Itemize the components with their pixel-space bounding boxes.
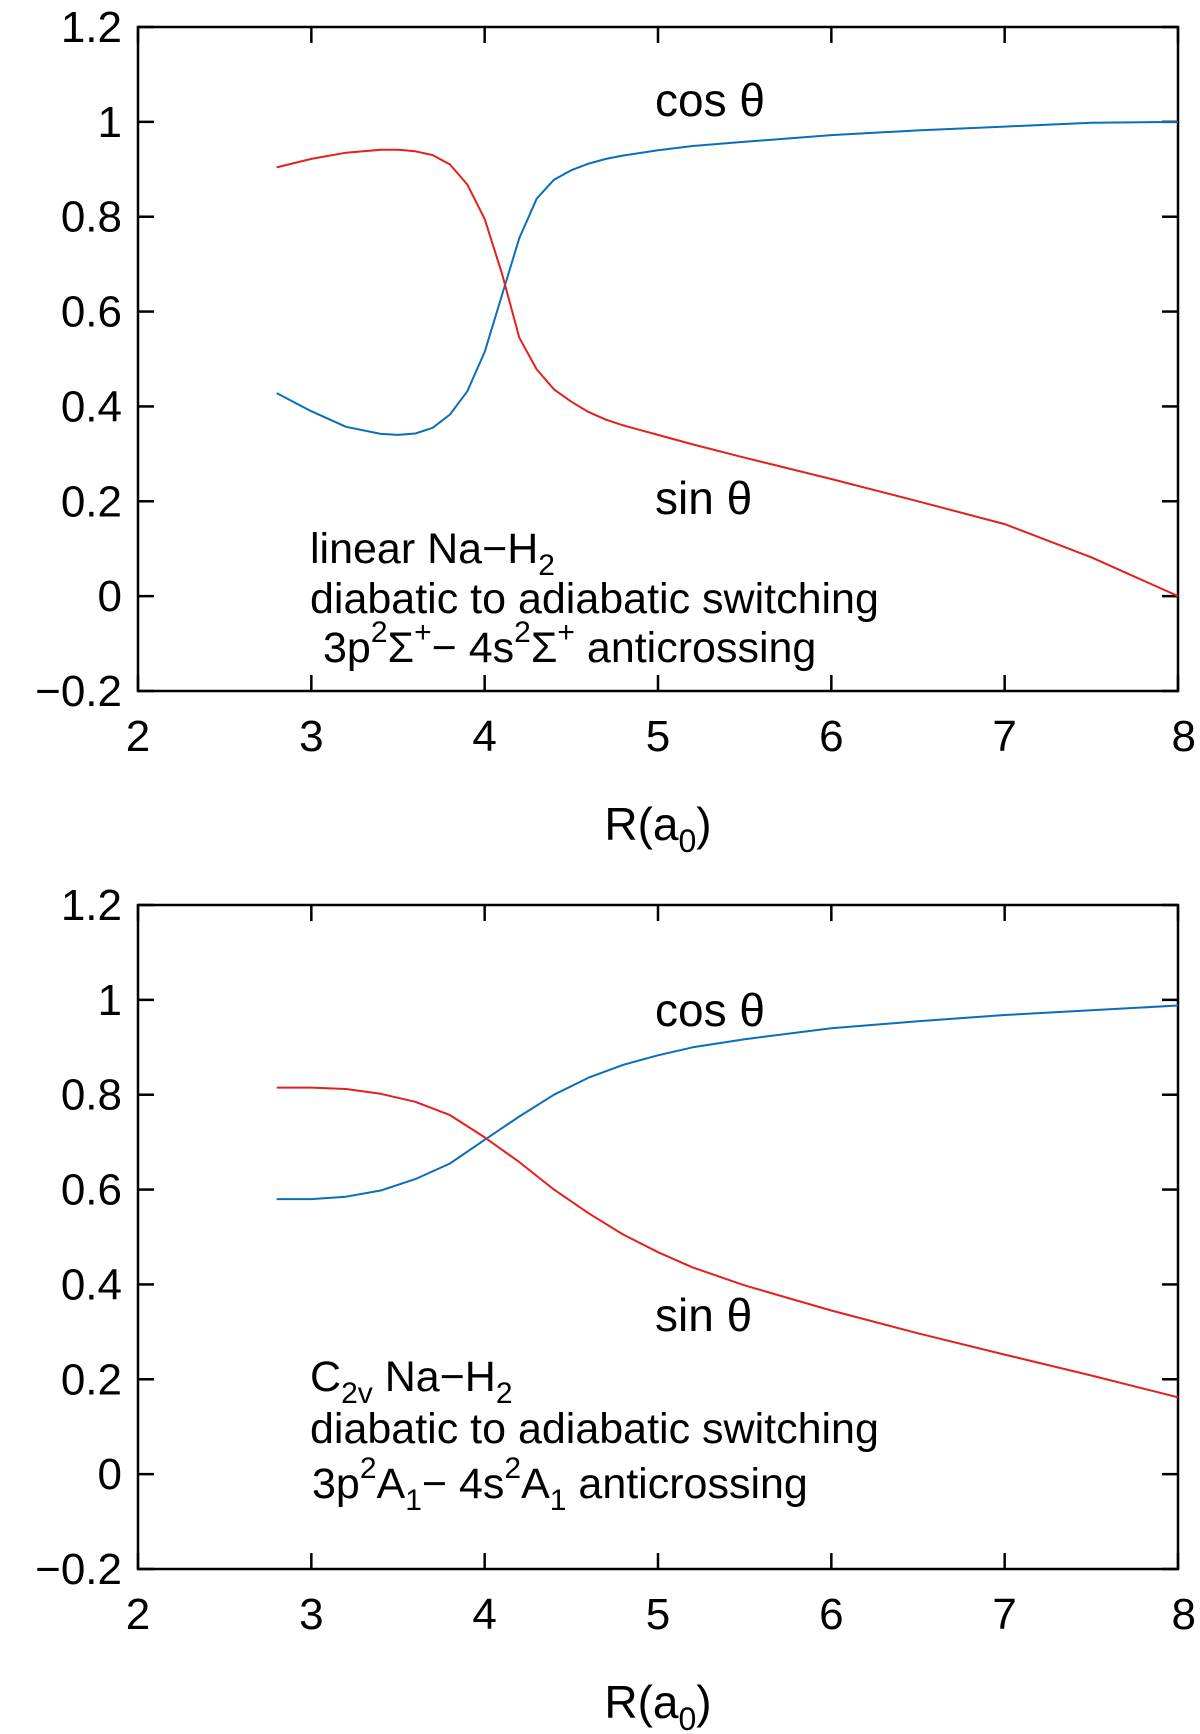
x-tick-label: 6 <box>819 1590 843 1639</box>
annotation-line-1: linear Na−H2 <box>310 525 555 582</box>
top-chart: −0.2 0 0.2 0.4 0.6 0.8 1 1.2 2 3 4 5 6 7 8 cos θ sin … <box>35 3 1196 859</box>
cos-theta-line <box>276 120 1179 436</box>
annotation-line-1: C2v Na−H2 <box>310 1353 513 1410</box>
cos-theta-line <box>276 1004 1179 1201</box>
y-tick-label: 0.8 <box>61 193 122 242</box>
cos-theta-label: cos θ <box>655 74 765 126</box>
x-tick-label: 3 <box>299 1590 323 1639</box>
x-tick-label: 5 <box>646 712 670 761</box>
sin-theta-label: sin θ <box>655 472 752 524</box>
x-tick-label: 5 <box>646 1590 670 1639</box>
x-axis-label: R(a0) <box>604 798 711 859</box>
cos-theta-label: cos θ <box>655 984 765 1036</box>
bottom-chart: −0.2 0 0.2 0.4 0.6 0.8 1 1.2 2 3 4 5 6 7 8 cos θ sin … <box>35 881 1196 1734</box>
x-tick-label: 4 <box>472 712 496 761</box>
y-tick-label: 0 <box>98 572 122 621</box>
x-tick-label: 8 <box>1172 712 1196 761</box>
x-tick-label: 2 <box>126 712 150 761</box>
sin-theta-label: sin θ <box>655 1289 752 1341</box>
annotation-line-2: diabatic to adiabatic switching <box>310 1405 879 1453</box>
series-lines <box>276 120 1179 598</box>
x-tick-label: 3 <box>299 712 323 761</box>
x-tick-label: 7 <box>992 712 1016 761</box>
y-tick-label: 0.8 <box>61 1071 122 1120</box>
x-tick-label: 7 <box>992 1590 1016 1639</box>
x-axis-ticks: 2 3 4 5 6 7 8 <box>126 27 1196 761</box>
y-axis-ticks: −0.2 0 0.2 0.4 0.6 0.8 1 1.2 <box>35 3 1178 716</box>
y-tick-label: 0.2 <box>61 477 122 526</box>
annotation-line-2: diabatic to adiabatic switching <box>310 575 879 623</box>
y-tick-label: −0.2 <box>35 1545 122 1594</box>
annotation-line-3: 3p2A1− 4s2A1 anticrossing <box>312 1452 808 1517</box>
y-tick-label: 1.2 <box>61 3 122 52</box>
annotation-line-3: 3p2Σ+− 4s2Σ+ anticrossing <box>323 616 816 672</box>
y-axis-ticks: −0.2 0 0.2 0.4 0.6 0.8 1 1.2 <box>35 881 1178 1594</box>
y-tick-label: 1.2 <box>61 881 122 930</box>
y-tick-label: 0.4 <box>61 382 122 431</box>
y-tick-label: 0.6 <box>61 288 122 337</box>
x-axis-ticks: 2 3 4 5 6 7 8 <box>126 905 1196 1639</box>
y-tick-label: 0.6 <box>61 1166 122 1215</box>
x-tick-label: 2 <box>126 1590 150 1639</box>
y-tick-label: −0.2 <box>35 667 122 716</box>
series-lines <box>276 1004 1179 1399</box>
y-tick-label: 0.4 <box>61 1260 122 1309</box>
y-tick-label: 0 <box>98 1450 122 1499</box>
sin-theta-line <box>276 148 1179 598</box>
x-tick-label: 8 <box>1172 1590 1196 1639</box>
y-tick-label: 1 <box>98 98 122 147</box>
y-tick-label: 1 <box>98 976 122 1025</box>
x-axis-label: R(a0) <box>604 1676 711 1734</box>
y-tick-label: 0.2 <box>61 1355 122 1404</box>
sin-theta-line <box>276 1086 1179 1399</box>
x-tick-label: 4 <box>472 1590 496 1639</box>
x-tick-label: 6 <box>819 712 843 761</box>
